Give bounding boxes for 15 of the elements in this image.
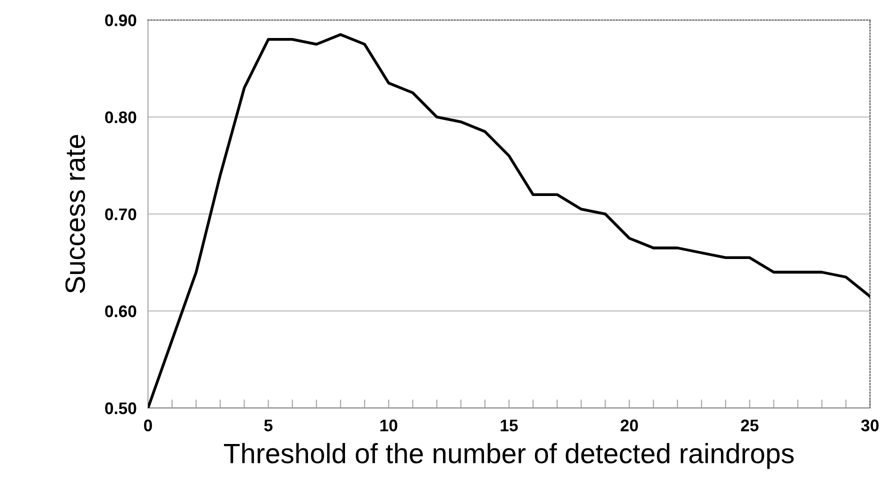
x-tick-label: 20: [620, 420, 638, 432]
y-tick-label: 0.80: [105, 111, 136, 124]
y-tick-label: 0.60: [105, 305, 136, 318]
y-tick-label: 0.70: [105, 208, 136, 220]
x-tick-label: 0: [144, 420, 152, 432]
line-series: [148, 33, 870, 408]
y-tick-label: 0.50: [105, 402, 136, 414]
y-tick-label: 0.90: [105, 14, 136, 26]
y-axis-title: Success rate: [65, 134, 86, 294]
x-tick-label: 25: [740, 420, 758, 432]
x-tick-label: 10: [380, 420, 398, 432]
x-tick-label: 5: [264, 420, 273, 432]
x-axis-title: Threshold of the number of detected raindrops: [224, 442, 794, 469]
x-tick-label: 15: [500, 420, 518, 432]
x-tick-label: 30: [861, 420, 879, 432]
